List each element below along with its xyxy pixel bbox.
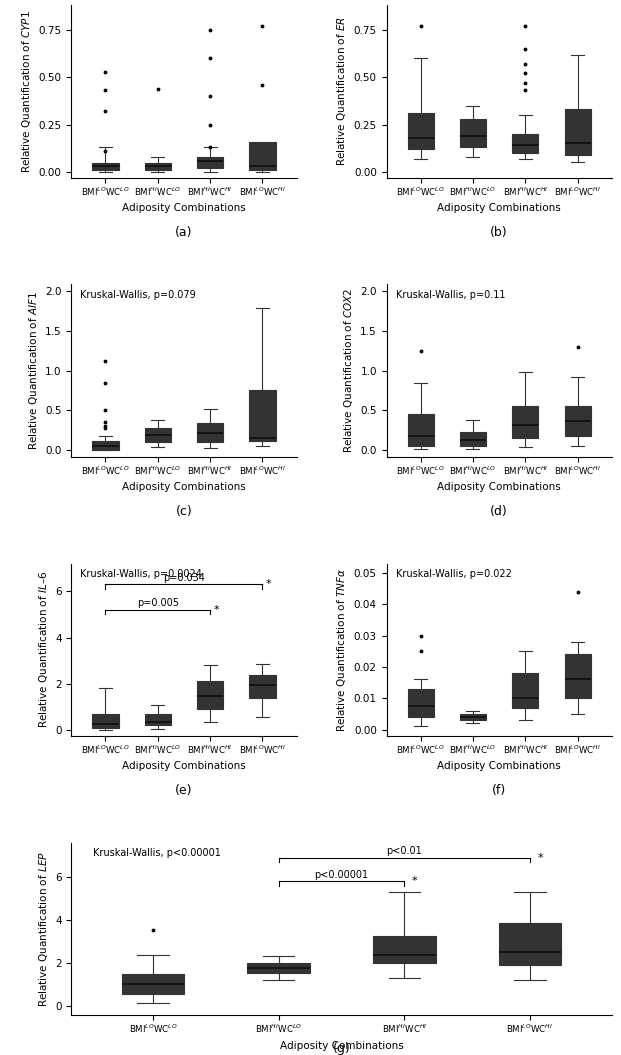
- PathPatch shape: [512, 134, 538, 153]
- PathPatch shape: [499, 923, 561, 965]
- PathPatch shape: [512, 406, 538, 438]
- PathPatch shape: [145, 714, 171, 726]
- X-axis label: Adiposity Combinations: Adiposity Combinations: [437, 762, 561, 771]
- PathPatch shape: [564, 110, 591, 155]
- PathPatch shape: [512, 673, 538, 708]
- Text: p<0.01: p<0.01: [386, 846, 422, 857]
- X-axis label: Adiposity Combinations: Adiposity Combinations: [279, 1040, 404, 1051]
- PathPatch shape: [197, 423, 223, 442]
- Text: Kruskal-Wallis, p=0.0024: Kruskal-Wallis, p=0.0024: [81, 569, 202, 579]
- Text: Kruskal-Wallis, p=0.022: Kruskal-Wallis, p=0.022: [396, 569, 512, 579]
- Y-axis label: Relative Quantification of $\mathit{IL–6}$: Relative Quantification of $\mathit{IL–6…: [37, 571, 50, 728]
- Text: (c): (c): [176, 505, 193, 518]
- Text: (d): (d): [490, 505, 508, 518]
- Y-axis label: Relative Quantification of $\mathit{TNFα}$: Relative Quantification of $\mathit{TNFα…: [335, 568, 348, 732]
- PathPatch shape: [460, 714, 486, 721]
- PathPatch shape: [250, 141, 276, 170]
- Y-axis label: Relative Quantification of $\mathit{LEP}$: Relative Quantification of $\mathit{LEP}…: [37, 850, 50, 1006]
- Text: (f): (f): [492, 784, 506, 797]
- PathPatch shape: [460, 119, 486, 148]
- X-axis label: Adiposity Combinations: Adiposity Combinations: [122, 482, 246, 493]
- PathPatch shape: [407, 113, 433, 149]
- Text: *: *: [213, 605, 219, 615]
- Text: Kruskal-Wallis, p=0.11: Kruskal-Wallis, p=0.11: [396, 289, 505, 300]
- PathPatch shape: [93, 441, 119, 449]
- Text: (e): (e): [175, 784, 193, 797]
- PathPatch shape: [373, 936, 436, 963]
- PathPatch shape: [460, 431, 486, 445]
- Text: (b): (b): [491, 226, 508, 238]
- PathPatch shape: [564, 654, 591, 698]
- PathPatch shape: [197, 157, 223, 168]
- PathPatch shape: [93, 714, 119, 728]
- Text: *: *: [266, 579, 271, 590]
- Text: p<0.00001: p<0.00001: [314, 870, 369, 880]
- PathPatch shape: [145, 428, 171, 442]
- PathPatch shape: [250, 674, 276, 697]
- Text: p=0.034: p=0.034: [163, 573, 205, 583]
- Y-axis label: Relative Quantification of $\mathit{COX2}$: Relative Quantification of $\mathit{COX2…: [342, 288, 355, 454]
- X-axis label: Adiposity Combinations: Adiposity Combinations: [122, 204, 246, 213]
- Text: *: *: [412, 877, 417, 886]
- PathPatch shape: [407, 415, 433, 445]
- PathPatch shape: [93, 162, 119, 170]
- PathPatch shape: [247, 963, 310, 973]
- PathPatch shape: [564, 406, 591, 436]
- X-axis label: Adiposity Combinations: Adiposity Combinations: [437, 482, 561, 493]
- Text: Kruskal-Wallis, p=0.079: Kruskal-Wallis, p=0.079: [81, 289, 196, 300]
- Y-axis label: Relative Quantification of $\mathit{AIF1}$: Relative Quantification of $\mathit{AIF1…: [27, 291, 40, 450]
- Text: (g): (g): [333, 1042, 350, 1055]
- Text: (a): (a): [175, 226, 193, 238]
- PathPatch shape: [122, 974, 184, 995]
- PathPatch shape: [145, 162, 171, 170]
- PathPatch shape: [407, 689, 433, 717]
- Y-axis label: Relative Quantification of $\mathit{ER}$: Relative Quantification of $\mathit{ER}$: [335, 17, 348, 167]
- PathPatch shape: [197, 682, 223, 709]
- Text: Kruskal-Wallis, p<0.00001: Kruskal-Wallis, p<0.00001: [93, 848, 221, 858]
- Text: *: *: [538, 852, 543, 863]
- Y-axis label: Relative Quantification of $\mathit{CYP1}$: Relative Quantification of $\mathit{CYP1…: [20, 11, 33, 173]
- X-axis label: Adiposity Combinations: Adiposity Combinations: [437, 204, 561, 213]
- Text: p=0.005: p=0.005: [137, 598, 179, 609]
- PathPatch shape: [250, 390, 276, 441]
- X-axis label: Adiposity Combinations: Adiposity Combinations: [122, 762, 246, 771]
